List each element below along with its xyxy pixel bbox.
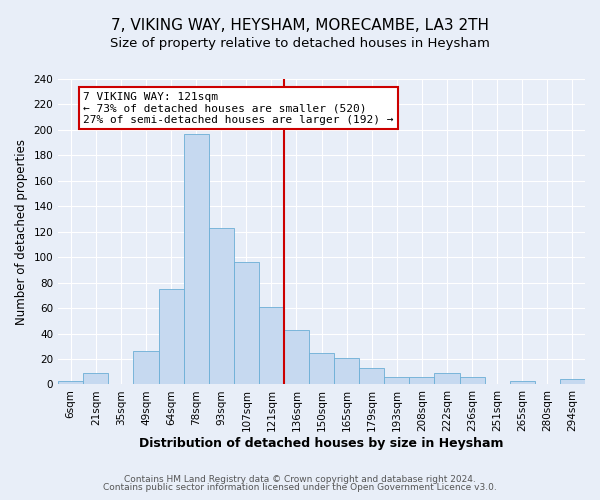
Bar <box>184 134 209 384</box>
X-axis label: Distribution of detached houses by size in Heysham: Distribution of detached houses by size … <box>139 437 504 450</box>
Text: 7 VIKING WAY: 121sqm
← 73% of detached houses are smaller (520)
27% of semi-deta: 7 VIKING WAY: 121sqm ← 73% of detached h… <box>83 92 394 125</box>
Bar <box>510 380 535 384</box>
Text: Contains public sector information licensed under the Open Government Licence v3: Contains public sector information licen… <box>103 484 497 492</box>
Bar <box>209 228 234 384</box>
Text: Contains HM Land Registry data © Crown copyright and database right 2024.: Contains HM Land Registry data © Crown c… <box>124 474 476 484</box>
Bar <box>234 262 259 384</box>
Bar <box>158 289 184 384</box>
Bar <box>560 380 585 384</box>
Bar <box>58 380 83 384</box>
Bar <box>385 377 409 384</box>
Text: 7, VIKING WAY, HEYSHAM, MORECAMBE, LA3 2TH: 7, VIKING WAY, HEYSHAM, MORECAMBE, LA3 2… <box>111 18 489 32</box>
Bar <box>460 377 485 384</box>
Y-axis label: Number of detached properties: Number of detached properties <box>15 138 28 324</box>
Bar <box>83 373 109 384</box>
Bar <box>259 307 284 384</box>
Bar <box>284 330 309 384</box>
Bar <box>409 377 434 384</box>
Bar <box>434 373 460 384</box>
Bar <box>334 358 359 384</box>
Bar <box>133 352 158 384</box>
Text: Size of property relative to detached houses in Heysham: Size of property relative to detached ho… <box>110 38 490 51</box>
Bar <box>359 368 385 384</box>
Bar <box>309 352 334 384</box>
